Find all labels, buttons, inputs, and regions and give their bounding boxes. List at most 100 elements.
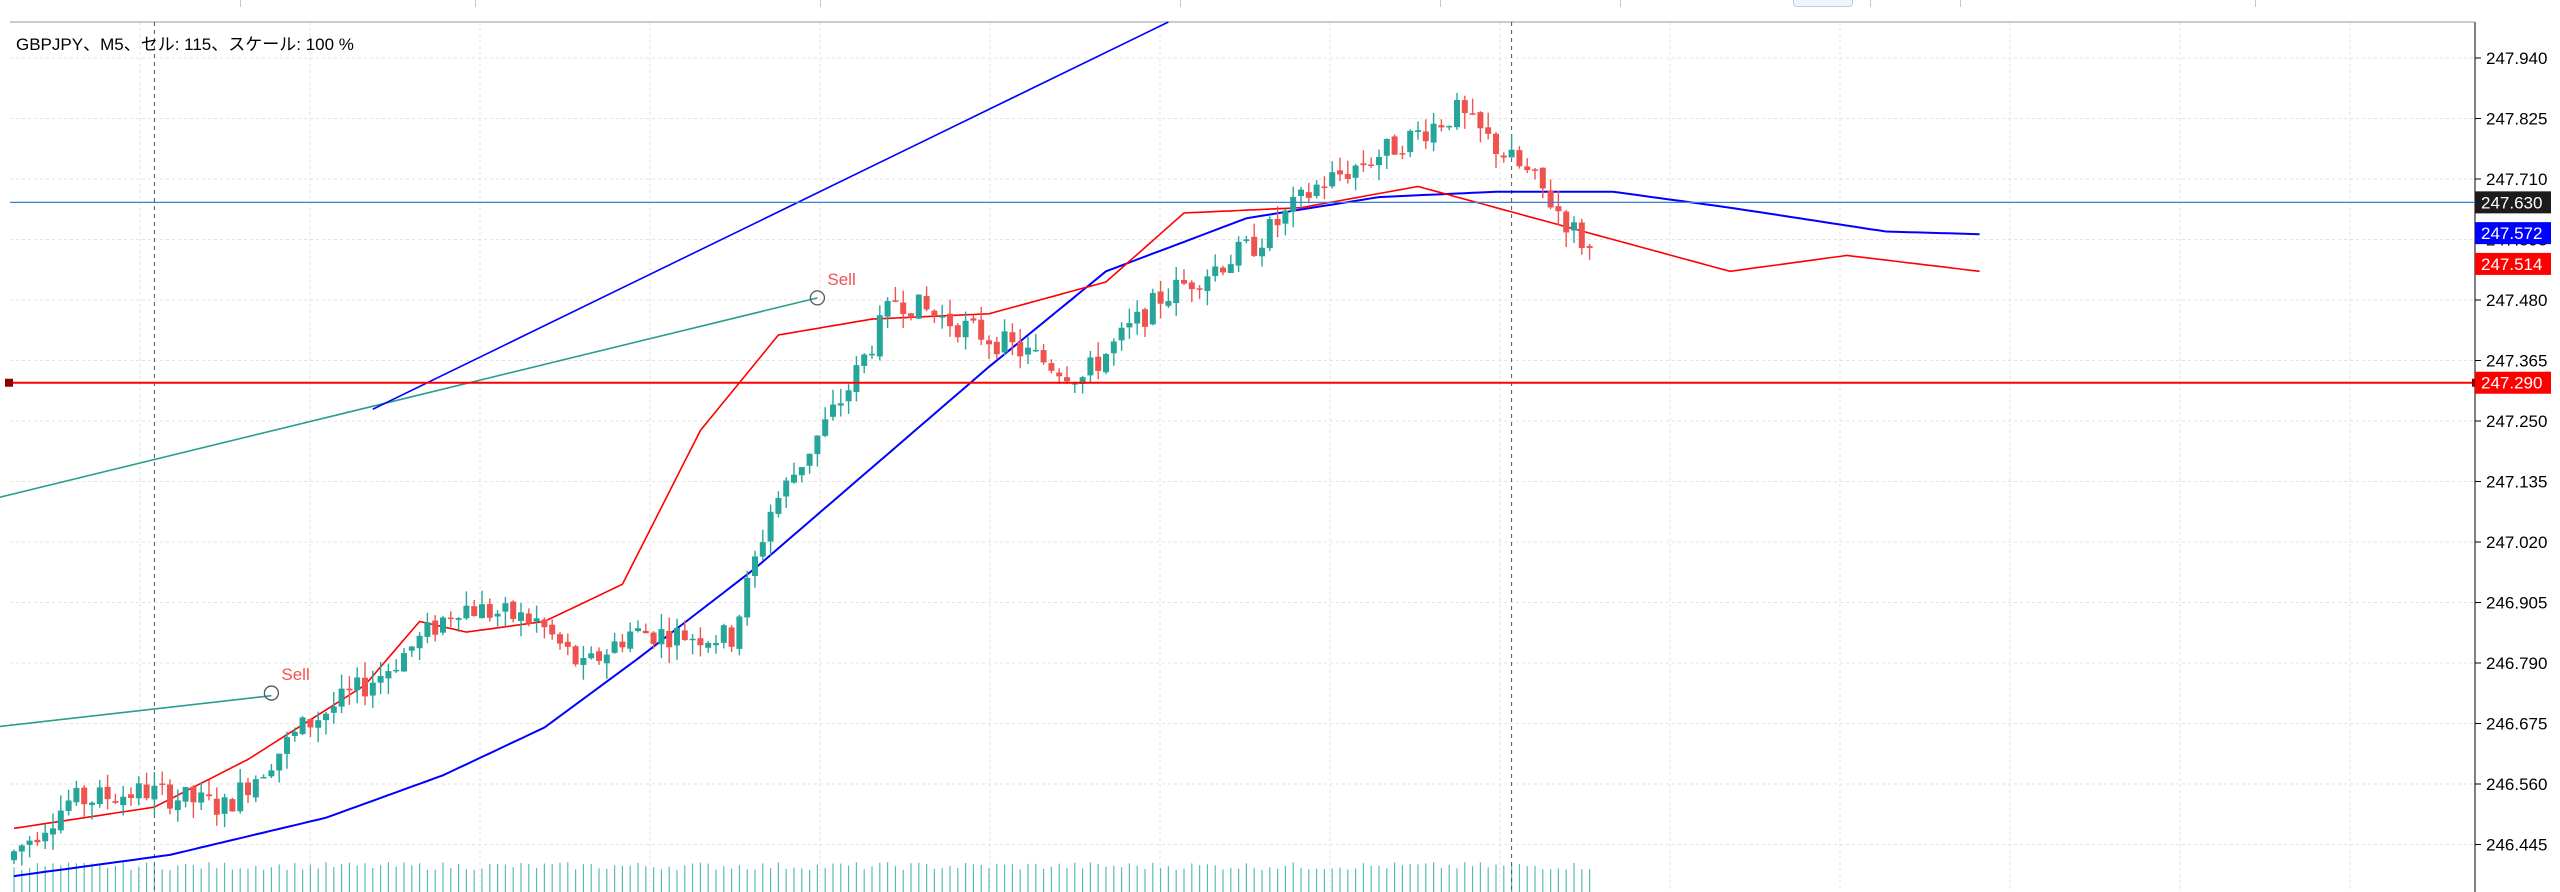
- candle-body: [1407, 130, 1414, 153]
- candle-body: [416, 635, 423, 649]
- candle-body: [611, 641, 618, 653]
- candle-body: [34, 839, 41, 843]
- candle-body: [650, 632, 657, 644]
- candle-body: [962, 320, 969, 338]
- candle-body: [681, 630, 688, 640]
- price-tag-ma-fast: [2475, 252, 2551, 275]
- trend-line-teal: [0, 694, 272, 728]
- candle-body: [1103, 354, 1109, 373]
- candle-body: [720, 625, 727, 643]
- price-lines: [5, 201, 2480, 387]
- candle-body: [1040, 350, 1047, 363]
- candle-body: [198, 792, 205, 803]
- candle-body: [229, 799, 236, 812]
- candle-body: [486, 604, 493, 618]
- candle-body: [798, 466, 805, 476]
- candle-body: [588, 653, 595, 659]
- candle-body: [1454, 99, 1460, 128]
- candle-body: [330, 706, 337, 713]
- candle-body: [1220, 267, 1226, 273]
- candle-body: [190, 786, 197, 803]
- candle-body: [1266, 219, 1273, 249]
- candle-body: [1032, 349, 1039, 352]
- candle-body: [1048, 363, 1055, 371]
- toolbar-toggle-button[interactable]: [1793, 0, 1853, 7]
- candle-body: [447, 617, 454, 620]
- candle-body: [1110, 341, 1117, 354]
- candle-body: [923, 296, 930, 310]
- toolbar-separator: [2255, 0, 2256, 7]
- axis-tick-label: 247.365: [2486, 352, 2547, 371]
- sell-arrow-label: Sell: [281, 665, 309, 684]
- candle-body: [1368, 164, 1375, 166]
- toolbar-separator: [240, 0, 241, 7]
- candle-body: [393, 669, 400, 672]
- candle-body: [596, 651, 602, 661]
- candle-body: [323, 713, 329, 721]
- candle-body: [970, 318, 977, 321]
- candle-body: [1025, 347, 1031, 355]
- candle-body: [1344, 174, 1351, 179]
- candle-body: [978, 319, 985, 340]
- candle-body: [167, 784, 173, 809]
- candle-body: [947, 313, 953, 327]
- price-axis: 247.940247.825247.710247.595247.480247.3…: [2475, 49, 2551, 855]
- candle-body: [674, 627, 680, 646]
- candle-body: [42, 832, 49, 842]
- candle-body: [502, 603, 509, 612]
- candle-body: [580, 657, 587, 665]
- candle-body: [151, 785, 158, 800]
- candle-body: [744, 578, 751, 618]
- candle-body: [1555, 206, 1562, 212]
- candle-body: [284, 737, 290, 754]
- candle-body: [1313, 184, 1320, 196]
- candle-body: [1243, 239, 1250, 242]
- candle-body: [89, 802, 95, 805]
- price-tag-bid: [2475, 191, 2551, 214]
- candle-body: [1298, 189, 1304, 196]
- candle-body: [424, 622, 431, 637]
- axis-tick-label: 246.445: [2486, 836, 2547, 855]
- candles: [11, 92, 1593, 866]
- candle-body: [697, 638, 704, 646]
- candle-body: [338, 688, 345, 707]
- candle-body: [1095, 356, 1102, 371]
- candle-body: [315, 720, 322, 728]
- axis-tick-label: 247.250: [2486, 412, 2547, 431]
- candle-body: [705, 642, 712, 648]
- sell-arrow-marker: [263, 685, 280, 701]
- candle-body: [1188, 282, 1195, 290]
- candle-body: [440, 617, 446, 633]
- candle-body: [1282, 210, 1289, 224]
- candle-body: [1001, 331, 1008, 353]
- candle-body: [50, 828, 56, 835]
- candle-body: [1563, 211, 1570, 233]
- candle-body: [1235, 241, 1242, 266]
- candle-body: [713, 643, 719, 646]
- toolbar-separator: [820, 0, 821, 7]
- candle-body: [627, 631, 634, 649]
- candle-body: [549, 624, 556, 635]
- candle-body: [18, 845, 25, 852]
- candle-body: [518, 612, 524, 621]
- candle-body: [736, 616, 743, 649]
- candle-body: [892, 300, 899, 302]
- price-tag-ma-slow: [2475, 222, 2551, 245]
- candle-body: [174, 800, 181, 811]
- candle-body: [954, 325, 961, 338]
- axis-tick-label: 246.790: [2486, 654, 2547, 673]
- toolbar-separator: [1960, 0, 1961, 7]
- candle-body: [1149, 292, 1156, 325]
- candle-body: [775, 497, 782, 514]
- candle-body: [1134, 311, 1141, 324]
- vertical-lines: [153, 22, 1513, 892]
- candle-body: [276, 753, 283, 771]
- candle-body: [1064, 377, 1070, 382]
- candle-body: [1126, 323, 1133, 328]
- axis-tick-label: 246.560: [2486, 775, 2547, 794]
- candle-body: [479, 604, 485, 619]
- candle-body: [1383, 138, 1390, 156]
- candle-body: [728, 627, 735, 647]
- candle-body: [128, 794, 134, 798]
